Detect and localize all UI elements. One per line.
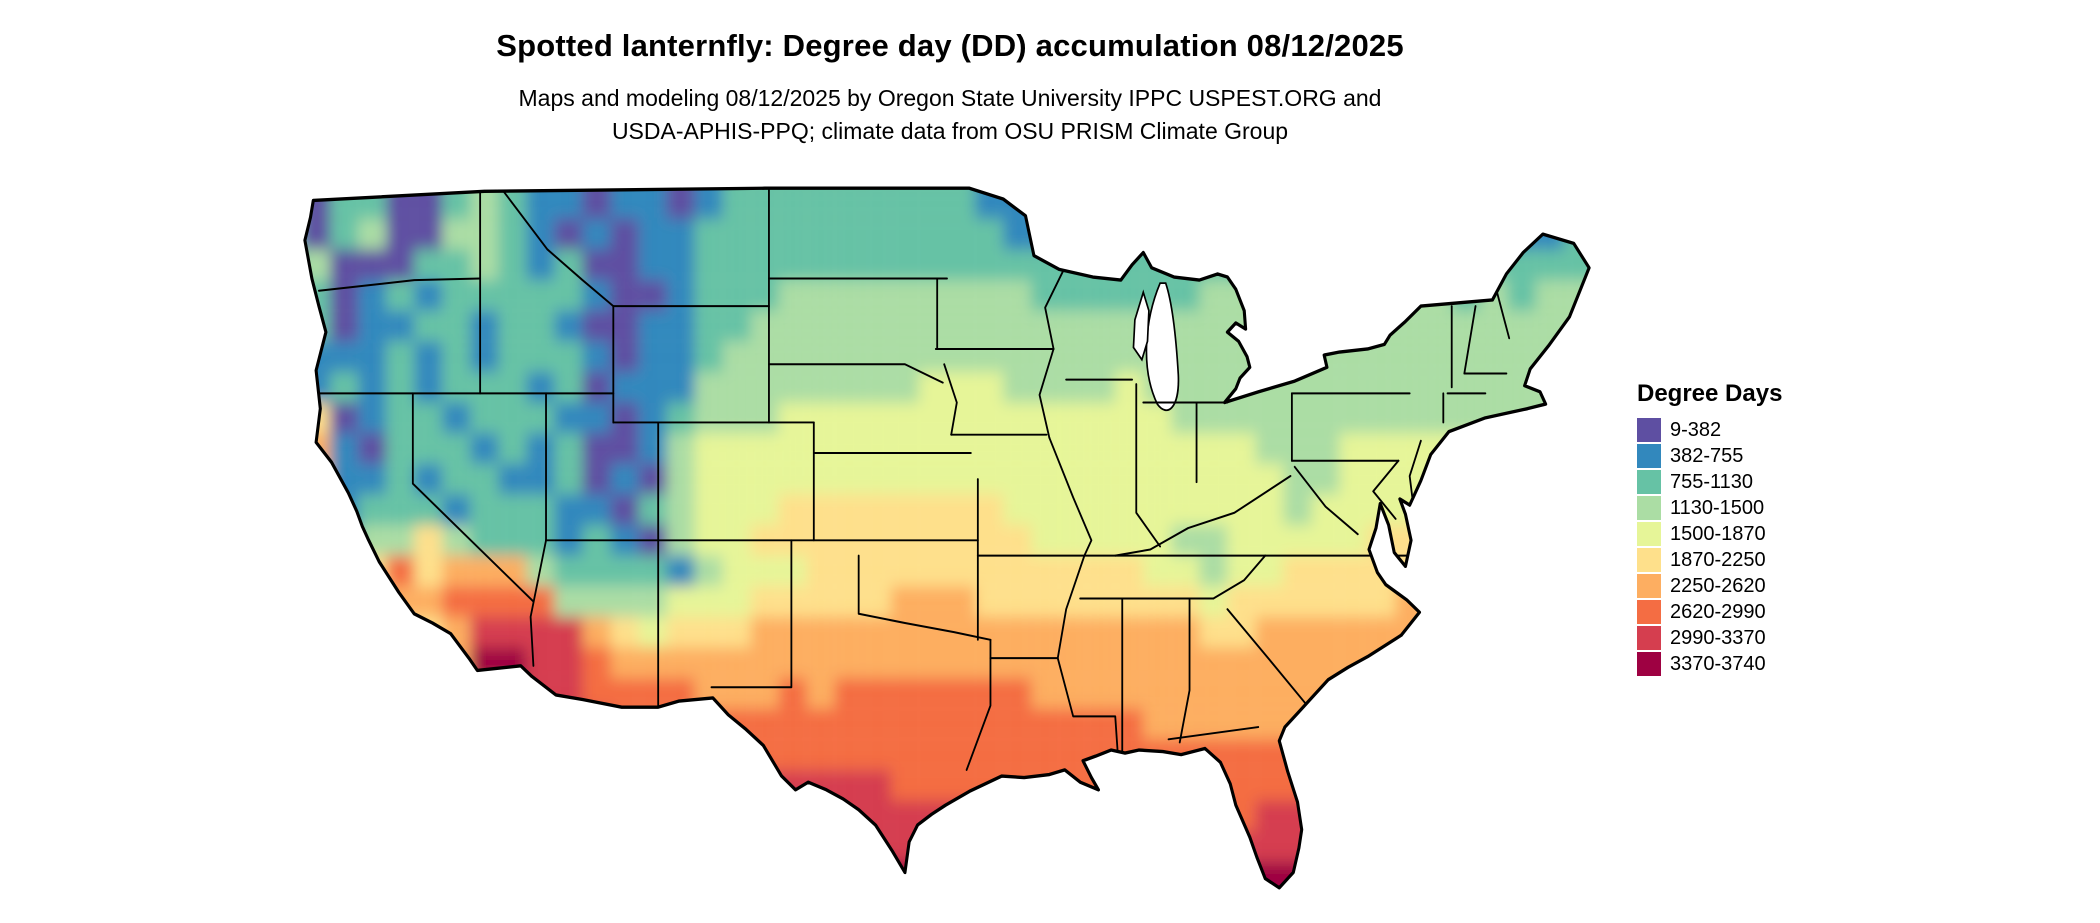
legend-item: 1130-1500	[1637, 496, 1782, 520]
legend-label: 1500-1870	[1670, 523, 1766, 545]
legend-swatch	[1637, 418, 1661, 442]
legend-label: 755-1130	[1670, 471, 1754, 493]
legend-label: 2250-2620	[1670, 575, 1766, 597]
legend-swatch	[1637, 522, 1661, 546]
headings: Spotted lanternfly: Degree day (DD) accu…	[0, 0, 1900, 148]
legend-swatch	[1637, 574, 1661, 598]
legend-item: 2250-2620	[1637, 574, 1782, 598]
legend-item: 2990-3370	[1637, 626, 1782, 650]
legend-swatch	[1637, 496, 1661, 520]
legend-label: 1130-1500	[1670, 497, 1765, 519]
legend-label: 9-382	[1670, 419, 1722, 441]
legend-items: 9-382 382-755 755-1130 1130-1500 1500-1870 18…	[1637, 418, 1782, 676]
legend-title: Degree Days	[1637, 380, 1783, 407]
legend-item: 1500-1870	[1637, 522, 1782, 546]
legend-item: 3370-3740	[1637, 652, 1782, 676]
subtitle: Maps and modeling 08/12/2025 by Oregon S…	[0, 82, 1900, 148]
us-outline	[303, 186, 1591, 890]
us-degree-day-map	[303, 186, 1591, 890]
page-title: Spotted lanternfly: Degree day (DD) accu…	[496, 28, 1404, 63]
legend-item: 2620-2990	[1637, 600, 1782, 624]
legend-label: 1870-2250	[1670, 549, 1766, 571]
legend-item: 755-1130	[1637, 470, 1782, 494]
legend-swatch	[1637, 600, 1661, 624]
legend-swatch	[1637, 652, 1661, 676]
map-container	[246, 127, 1648, 923]
legend-item: 1870-2250	[1637, 548, 1782, 572]
legend-item: 9-382	[1637, 418, 1782, 442]
legend-label: 3370-3740	[1670, 653, 1766, 675]
legend-label: 2990-3370	[1670, 627, 1766, 649]
legend-swatch	[1637, 548, 1661, 572]
subtitle-line-2: USDA-APHIS-PPQ; climate data from OSU PR…	[611, 118, 1289, 144]
legend-label: 2620-2990	[1670, 601, 1766, 623]
legend-label: 382-755	[1670, 445, 1744, 467]
legend-swatch	[1637, 470, 1661, 494]
legend: Degree Days 9-382 382-755 755-1130 1130-150…	[1637, 380, 1782, 678]
legend-swatch	[1637, 444, 1661, 468]
legend-swatch	[1637, 626, 1661, 650]
legend-item: 382-755	[1637, 444, 1782, 468]
state-borders	[313, 188, 1511, 771]
subtitle-line-1: Maps and modeling 08/12/2025 by Oregon S…	[518, 85, 1382, 111]
